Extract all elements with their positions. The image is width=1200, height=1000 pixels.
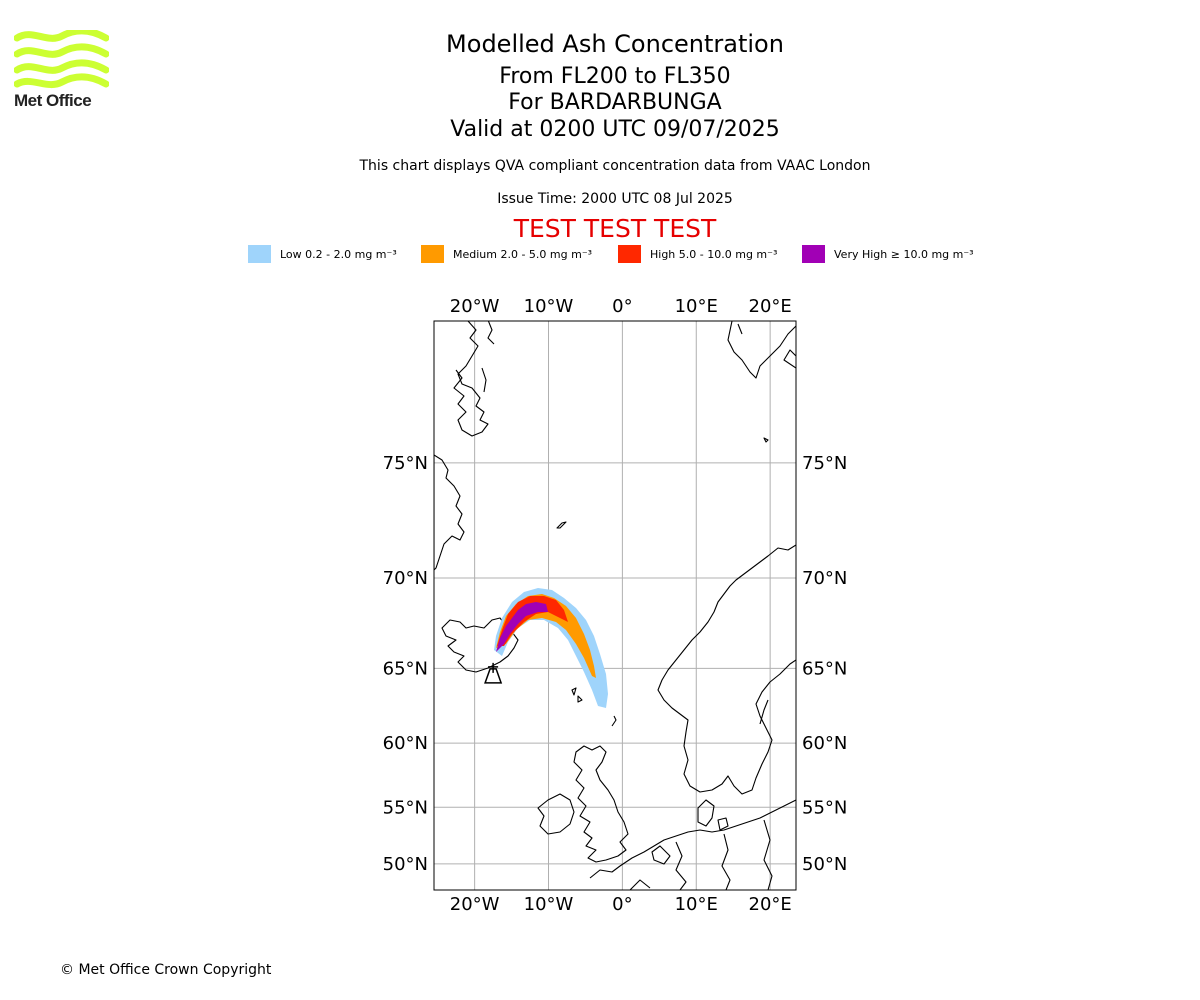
netherlands-border xyxy=(651,845,671,865)
lon-tick-label-bottom: 20°W xyxy=(450,894,500,915)
legend-swatch-low xyxy=(248,245,271,263)
valid-time: Valid at 0200 UTC 09/07/2025 xyxy=(450,117,780,142)
map-frame xyxy=(433,320,797,891)
issue-time: Issue Time: 2000 UTC 08 Jul 2025 xyxy=(497,191,733,207)
greenland-fjord-2 xyxy=(481,367,487,393)
lon-tick-label-top: 10°E xyxy=(675,296,718,317)
lon-tick-label-top: 10°W xyxy=(524,296,574,317)
legend-item-very-high: Very High ≥ 10.0 mg m⁻³ xyxy=(802,244,974,264)
gulf-of-bothnia xyxy=(759,699,769,725)
legend-label-very-high: Very High ≥ 10.0 mg m⁻³ xyxy=(834,247,974,261)
country-border-1 xyxy=(675,841,687,890)
test-banner: TEST TEST TEST xyxy=(513,214,717,243)
lat-tick-label-left: 55°N xyxy=(383,797,428,818)
faroe-islands xyxy=(571,687,583,703)
legend-swatch-high xyxy=(618,245,641,263)
lat-tick-label-right: 50°N xyxy=(802,854,847,875)
ash-map: 20°W 20°W 10°W 10°W 0° 0° 10°E 10°E 20°E 20°E 75°N… xyxy=(383,296,848,915)
legend-item-medium: Medium 2.0 - 5.0 mg m⁻³ xyxy=(421,244,592,264)
ash-plume xyxy=(494,588,608,708)
lon-tick-label-bottom: 20°E xyxy=(749,894,792,915)
lon-tick-label-top: 0° xyxy=(612,296,632,317)
lat-tick-label-right: 55°N xyxy=(802,797,847,818)
legend-swatch-medium xyxy=(421,245,444,263)
flight-levels: From FL200 to FL350 xyxy=(499,64,731,89)
lat-tick-label-left: 65°N xyxy=(383,658,428,679)
logo-text: Met Office xyxy=(14,91,92,110)
ireland-coastline xyxy=(537,793,575,835)
lon-tick-label-bottom: 10°E xyxy=(675,894,718,915)
lon-tick-label-top: 20°W xyxy=(450,296,500,317)
jan-mayen xyxy=(556,521,567,529)
france-coast xyxy=(629,879,651,890)
bear-island xyxy=(763,437,769,443)
svalbard-coastline xyxy=(727,321,796,379)
denmark-coastline xyxy=(697,799,729,831)
legend-label-medium: Medium 2.0 - 5.0 mg m⁻³ xyxy=(453,247,593,261)
plume-high xyxy=(497,596,568,646)
lon-tick-label-bottom: 10°W xyxy=(524,894,574,915)
europe-coastline xyxy=(589,799,796,879)
lon-tick-label-top: 20°E xyxy=(749,296,792,317)
scandinavia-coastline xyxy=(657,544,796,795)
met-office-logo: Met Office xyxy=(13,27,110,112)
legend-label-low: Low 0.2 - 2.0 mg m⁻³ xyxy=(280,247,397,261)
legend-swatch-very-high xyxy=(802,245,825,263)
legend-label-high: High 5.0 - 10.0 mg m⁻³ xyxy=(650,247,778,261)
greenland-coastline xyxy=(434,321,489,571)
lat-tick-label-left: 60°N xyxy=(383,733,428,754)
shetland xyxy=(611,715,617,727)
lon-tick-label-bottom: 0° xyxy=(612,894,632,915)
country-border-2 xyxy=(721,833,731,890)
lat-tick-label-left: 75°N xyxy=(383,453,428,474)
lat-tick-label-left: 50°N xyxy=(383,854,428,875)
lat-tick-label-left: 70°N xyxy=(383,568,428,589)
chart-title: Modelled Ash Concentration xyxy=(446,30,784,58)
lat-tick-label-right: 75°N xyxy=(802,453,847,474)
plume-very-high xyxy=(496,602,548,652)
greenland-fjord xyxy=(487,321,495,345)
lat-tick-label-right: 70°N xyxy=(802,568,847,589)
lat-tick-label-right: 65°N xyxy=(802,658,847,679)
great-britain-coastline xyxy=(573,745,629,863)
lat-tick-label-right: 60°N xyxy=(802,733,847,754)
copyright-footer: © Met Office Crown Copyright xyxy=(60,962,272,978)
legend-item-low: Low 0.2 - 2.0 mg m⁻³ xyxy=(248,244,397,264)
volcano-name: For BARDARBUNGA xyxy=(508,90,722,115)
iceland-coastline xyxy=(441,617,519,673)
met-office-waves-icon xyxy=(13,27,110,89)
country-border-3 xyxy=(763,819,773,890)
legend-item-high: High 5.0 - 10.0 mg m⁻³ xyxy=(618,244,777,264)
qva-note: This chart displays QVA compliant concen… xyxy=(359,158,871,174)
volcano-marker-icon xyxy=(484,662,503,684)
tick-labels: 20°W 20°W 10°W 10°W 0° 0° 10°E 10°E 20°E 20°E 75°N… xyxy=(383,296,848,915)
map-background xyxy=(434,321,796,890)
